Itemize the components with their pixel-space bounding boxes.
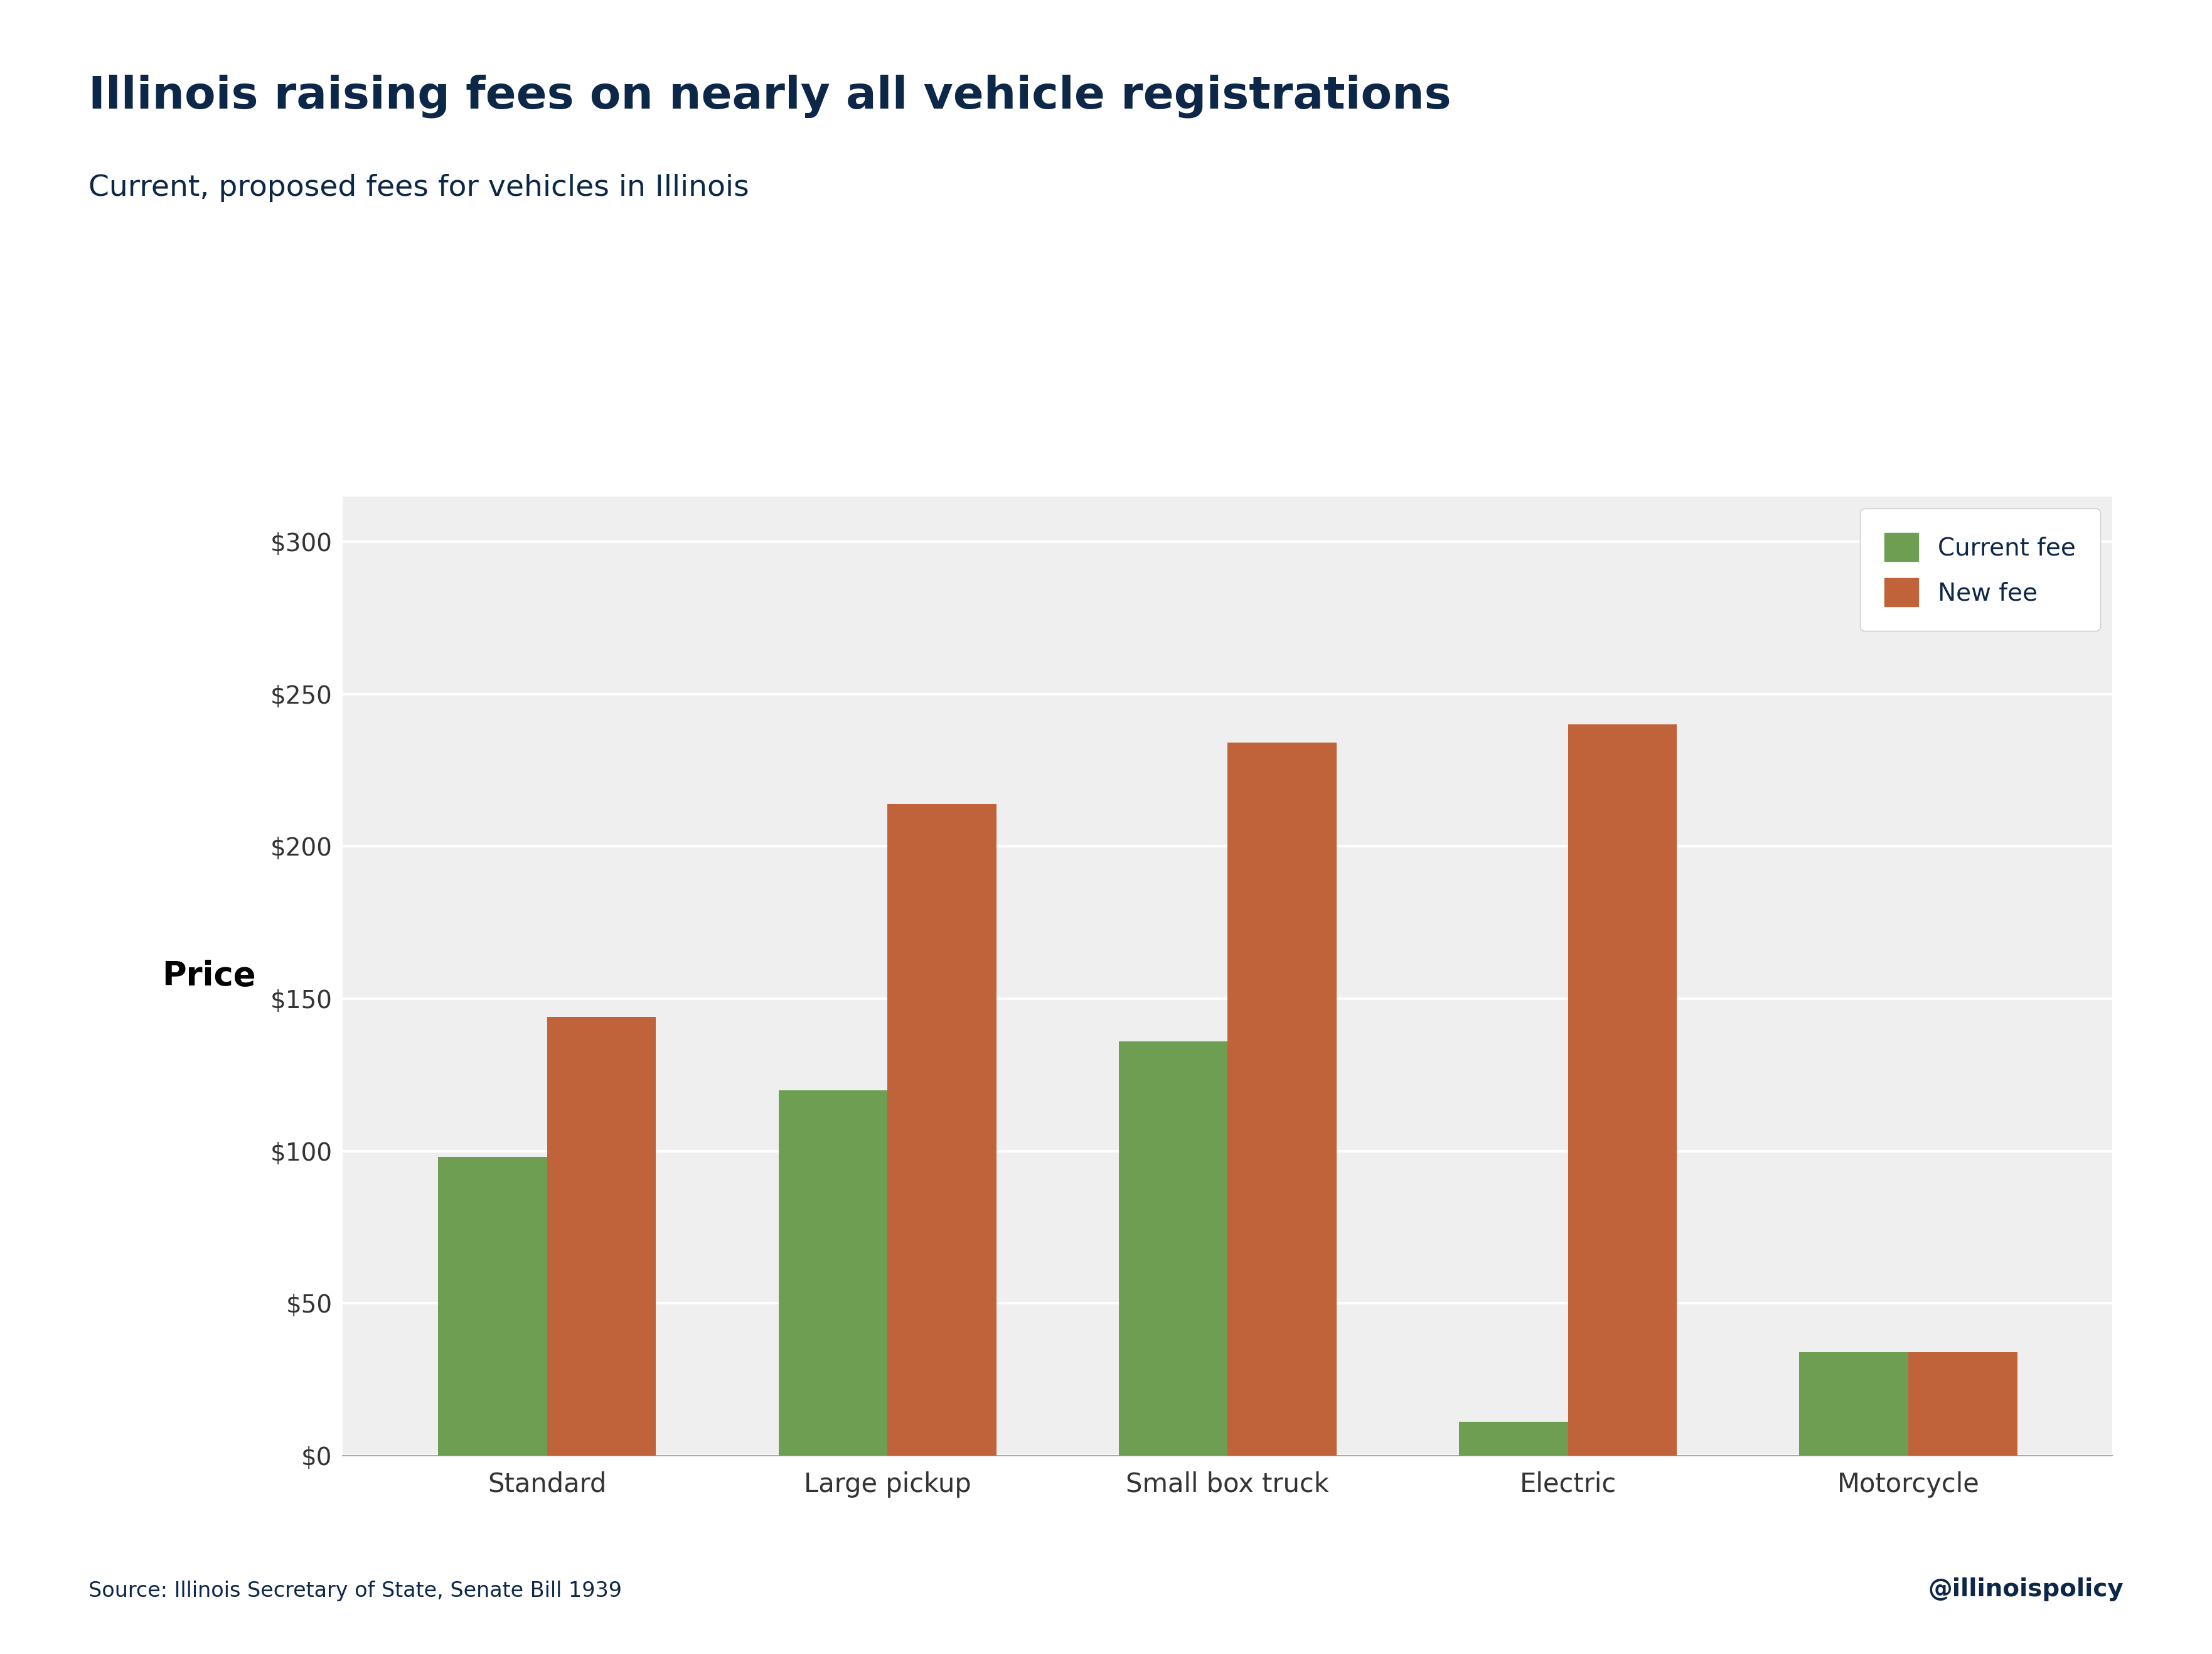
Bar bbox=[779, 1090, 887, 1456]
Bar bbox=[1460, 1422, 1568, 1456]
Bar bbox=[1228, 743, 1336, 1456]
Y-axis label: Price: Price bbox=[161, 959, 257, 992]
Legend: Current fee, New fee: Current fee, New fee bbox=[1860, 508, 2099, 630]
Text: @illinoispolicy: @illinoispolicy bbox=[1929, 1578, 2124, 1601]
Text: Source: Illinois Secretary of State, Senate Bill 1939: Source: Illinois Secretary of State, Sen… bbox=[88, 1580, 622, 1601]
Bar bbox=[1909, 1351, 2017, 1456]
Bar bbox=[887, 804, 995, 1456]
Text: Current, proposed fees for vehicles in Illinois: Current, proposed fees for vehicles in I… bbox=[88, 174, 750, 202]
Bar bbox=[1568, 724, 1677, 1456]
Bar bbox=[1119, 1042, 1228, 1456]
Bar bbox=[546, 1017, 657, 1456]
Bar bbox=[1798, 1351, 1909, 1456]
Text: Illinois raising fees on nearly all vehicle registrations: Illinois raising fees on nearly all vehi… bbox=[88, 74, 1451, 117]
Bar bbox=[438, 1158, 546, 1456]
